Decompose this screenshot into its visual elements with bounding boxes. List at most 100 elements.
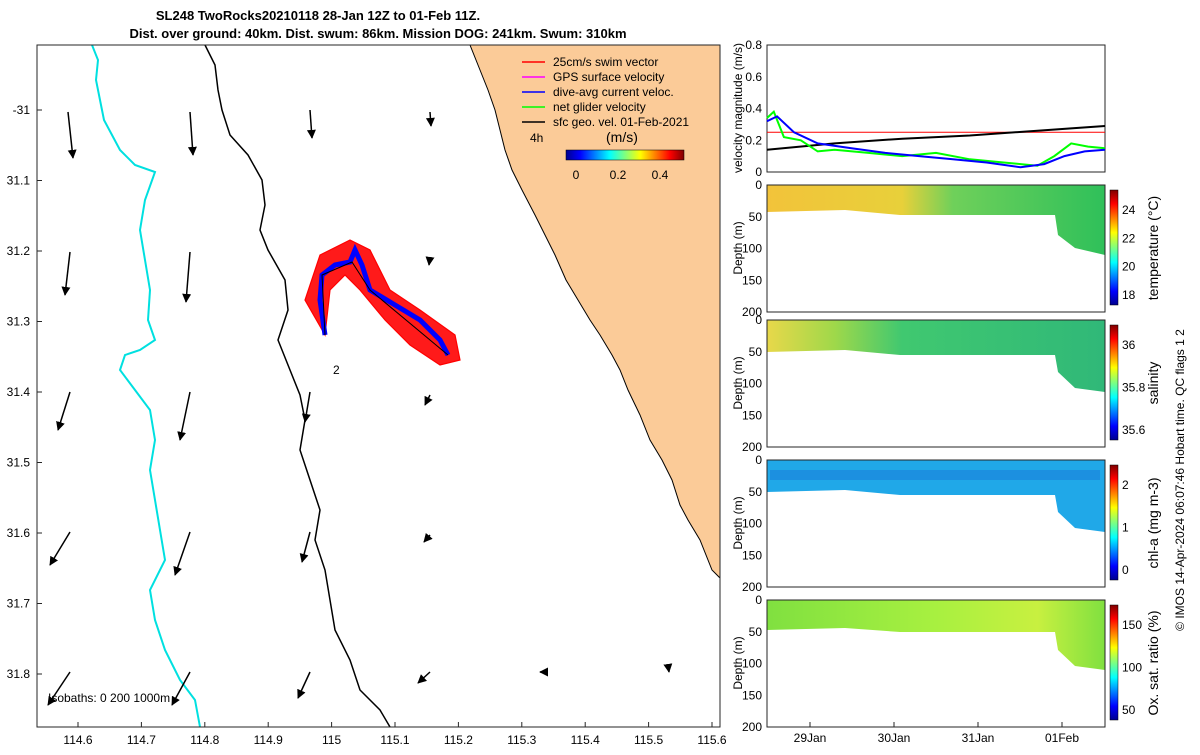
map-x-tick-label: 115.2 — [444, 733, 473, 747]
depth-y-tick-label: 100 — [742, 657, 762, 671]
depth-y-tick-label: 200 — [742, 440, 762, 454]
map-y-tick-label: 31.7 — [7, 597, 31, 611]
glider-track — [317, 243, 451, 357]
map-x-tick-label: 114.8 — [190, 733, 219, 747]
colorbar-tick-label: 0 — [573, 168, 580, 182]
map-x-ticks: 114.6 114.7 114.8 114.9 115 115.1 115.2 115.3 11… — [63, 722, 727, 747]
map-x-tick-label: 115.5 — [634, 733, 663, 747]
salinity-ylabel: Depth (m) — [731, 356, 745, 409]
current-arrows — [47, 109, 673, 706]
glider-swim-vectors — [304, 239, 461, 366]
side-note: © IMOS 14-Apr-2024 06:07:46 Hobart time.… — [1173, 329, 1187, 631]
chla-colorbar — [1109, 464, 1119, 581]
legend-entry: 25cm/s swim vector — [553, 55, 658, 69]
land-area — [469, 44, 721, 580]
title-line1: SL248 TwoRocks20210118 28-Jan 12Z to 01-… — [156, 8, 480, 23]
depth-y-tick-label: 50 — [749, 625, 763, 639]
colorbar-tick-label: 2 — [1122, 478, 1129, 492]
colorbar-tick-label: 18 — [1122, 288, 1136, 302]
map-x-tick-label: 114.9 — [254, 733, 283, 747]
time-x-tick-label: 31Jan — [962, 731, 995, 745]
isobath-0 — [91, 44, 201, 728]
depth-y-tick-label: 100 — [742, 242, 762, 256]
colorbar-title: (m/s) — [606, 129, 638, 145]
map-y-tick-label: 31.4 — [7, 385, 31, 399]
velocity-series-line — [766, 115, 1106, 169]
velocity-y-tick-label: 0.4 — [745, 102, 762, 116]
map-y-tick-label: 31.8 — [7, 667, 31, 681]
depth-y-tick-label: 0 — [755, 593, 762, 607]
map-x-tick-label: 115.3 — [507, 733, 536, 747]
isobath-200 — [204, 44, 391, 728]
velocity-series-line — [766, 109, 1106, 167]
isobaths-label: Isobaths: 0 200 1000m — [48, 691, 170, 705]
time-label: 4h — [530, 131, 543, 145]
oxygen-field — [767, 600, 1105, 670]
temperature-colorbar — [1109, 189, 1119, 306]
map-x-tick-label: 115.6 — [697, 733, 726, 747]
map-y-tick-label: 31.6 — [7, 526, 31, 540]
colorbar-tick-label: 22 — [1122, 231, 1136, 245]
map-x-tick-label: 115.1 — [380, 733, 409, 747]
map-x-tick-label: 115 — [322, 733, 341, 747]
depth-y-tick-label: 150 — [742, 408, 762, 422]
colorbar-tick-label: 1 — [1122, 521, 1129, 535]
velocity-y-tick-label: 0 — [755, 165, 762, 179]
depth-y-tick-label: 150 — [742, 688, 762, 702]
velocity-y-tick-label: 0.6 — [745, 70, 762, 84]
time-x-tick-label: 29Jan — [794, 731, 827, 745]
map-x-tick-label: 114.7 — [127, 733, 156, 747]
temperature-ylabel: Depth (m) — [731, 221, 745, 274]
colorbar-tick-label: 0.2 — [610, 168, 627, 182]
oxygen-panel: 0 50 100 150 200 50 100 150 29Jan 30Jan 31Jan 01Feb… — [731, 593, 1161, 745]
legend-entry: sfc geo. vel. 01-Feb-2021 — [553, 115, 689, 129]
title-line2: Dist. over ground: 40km. Dist. swum: 86k… — [129, 26, 626, 41]
map-x-tick-label: 114.6 — [63, 733, 92, 747]
map-panel: 114.6 114.7 114.8 114.9 115 115.1 115.2 115.3 11… — [7, 44, 727, 747]
colorbar-tick-label: 24 — [1122, 203, 1136, 217]
temperature-cbar-label: temperature (°C) — [1145, 196, 1161, 300]
chla-cbar-label: chl-a (mg m-3) — [1145, 477, 1161, 568]
depth-y-tick-label: 0 — [755, 453, 762, 467]
depth-y-tick-label: 0 — [755, 178, 762, 192]
map-y-tick-label: 31.1 — [7, 174, 31, 188]
velocity-panel: 0 0.2 0.4 0.6 0.8 velocity magnitude (m/s) — [731, 38, 1106, 179]
colorbar-tick-label: 20 — [1122, 260, 1136, 274]
speed-colorbar: (m/s) 0 0.2 0.4 — [565, 129, 685, 182]
colorbar-tick-label: 35.8 — [1122, 381, 1146, 395]
depth-y-tick-label: 150 — [742, 548, 762, 562]
velocity-y-tick-label: 0.2 — [745, 133, 762, 147]
colorbar-tick-label: 50 — [1122, 703, 1136, 717]
colorbar-tick-label: 0.4 — [652, 168, 669, 182]
salinity-field — [767, 320, 1105, 392]
colorbar-tick-label: 36 — [1122, 338, 1136, 352]
chla-panel: 0 50 100 150 200 0 1 2 Depth (m) chl-a (mg m-3) — [731, 453, 1161, 594]
depth-y-tick-label: 0 — [755, 313, 762, 327]
velocity-y-tick-label: 0.8 — [745, 38, 762, 52]
time-x-tick-label: 30Jan — [878, 731, 911, 745]
map-y-ticks: -31 31.1 31.2 31.3 31.4 31.5 31.6 31.7 31.8 — [7, 103, 42, 681]
map-x-tick-label: 115.4 — [571, 733, 600, 747]
point-label: 2 — [333, 363, 340, 377]
time-x-tick-label: 01Feb — [1045, 731, 1079, 745]
colorbar-tick-label: 150 — [1122, 618, 1142, 632]
depth-y-tick-label: 50 — [749, 210, 763, 224]
legend-entry: dive-avg current veloc. — [553, 85, 674, 99]
oxygen-colorbar — [1109, 604, 1119, 721]
depth-y-tick-label: 200 — [742, 720, 762, 734]
map-y-tick-label: 31.3 — [7, 315, 31, 329]
depth-y-tick-label: 50 — [749, 485, 763, 499]
salinity-panel: 0 50 100 150 200 35.6 35.8 36 Depth (m) salinit… — [731, 313, 1161, 454]
salinity-colorbar — [1109, 324, 1119, 441]
oxygen-ylabel: Depth (m) — [731, 636, 745, 689]
map-y-tick-label: 31.2 — [7, 244, 31, 258]
salinity-cbar-label: salinity — [1145, 362, 1161, 405]
colorbar-tick-label: 35.6 — [1122, 423, 1146, 437]
depth-y-tick-label: 100 — [742, 377, 762, 391]
colorbar-tick-label: 100 — [1122, 661, 1142, 675]
legend-entry: GPS surface velocity — [553, 70, 664, 84]
depth-y-tick-label: 200 — [742, 580, 762, 594]
legend-entry: net glider velocity — [553, 100, 646, 114]
